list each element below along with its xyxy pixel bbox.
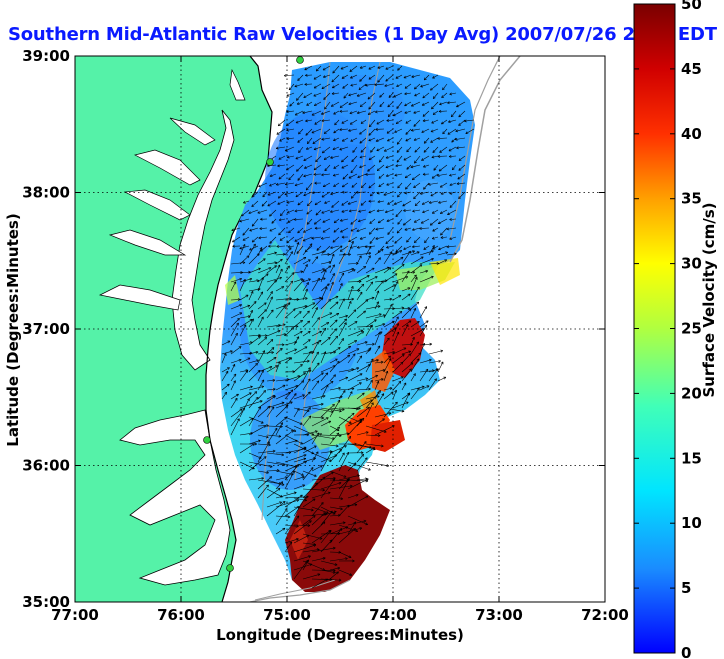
colorbar [633,3,676,654]
radar-station-marker [203,436,211,444]
x-axis-label: Longitude (Degrees:Minutes) [216,626,464,644]
radar-station-marker [266,158,274,166]
map-gridlines [75,56,605,602]
colorbar-tick-label: 45 [681,60,702,78]
colorbar-tick-label: 10 [681,514,702,532]
colorbar-tick-label: 0 [681,644,691,659]
colorbar-tick-label: 5 [681,579,691,597]
y-tick-label: 37:00 [22,320,70,338]
colorbar-tick-label: 35 [681,190,702,208]
hotspot-south [285,465,390,592]
x-tick-label: 76:00 [157,606,205,624]
land-mass [75,56,272,602]
colorbar-label: Surface Velocity (cm/s) [700,202,718,397]
colorbar-tick-label: 25 [681,320,702,338]
colorbar-tick-label: 40 [681,125,702,143]
y-tick-label: 39:00 [22,47,70,65]
x-tick-label: 72:00 [581,606,629,624]
y-tick-label: 35:00 [22,593,70,611]
y-axis-label: Latitude (Degrees:Minutes) [4,213,22,446]
pamlico-sound [119,409,231,586]
y-tick-label: 36:00 [22,457,70,475]
x-tick-label: 77:00 [51,606,99,624]
radar-station-marker [296,56,304,64]
colorbar-tick-label: 30 [681,255,702,273]
colorbar-tick-label: 50 [681,0,702,13]
y-tick-label: 38:00 [22,184,70,202]
colorbar-tick-label: 15 [681,449,702,467]
x-tick-label: 74:00 [369,606,417,624]
map-title: Southern Mid-Atlantic Raw Velocities (1 … [8,24,717,45]
x-tick-label: 75:00 [263,606,311,624]
colorbar-tick-label: 20 [681,384,702,402]
x-tick-label: 73:00 [475,606,523,624]
radar-station-marker [226,564,234,572]
velocity-arrows [221,65,475,589]
